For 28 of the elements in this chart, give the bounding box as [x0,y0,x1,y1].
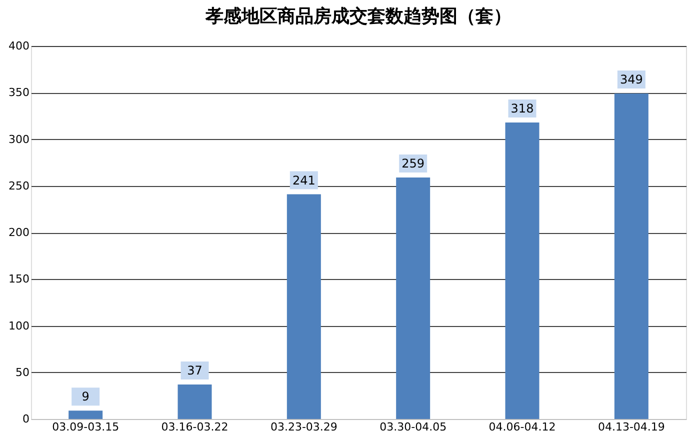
data-label: 349 [620,72,643,87]
y-tick-label: 250 [8,179,30,192]
y-tick-label: 50 [16,366,30,379]
bar [614,94,648,419]
data-label: 9 [82,390,90,404]
x-tick-label: 04.06-04.12 [488,420,556,434]
y-tick-label: 200 [8,226,30,239]
data-label: 241 [292,173,316,188]
bar [505,122,540,419]
data-label: 37 [187,363,202,378]
chart-title: 孝感地区商品房成交套数趋势图（套） [204,6,512,27]
x-tick-label: 03.09-03.15 [52,420,120,434]
y-tick-label: 300 [8,132,30,146]
y-tick-label: 150 [8,272,30,286]
y-tick-label: 0 [22,412,30,426]
x-tick-label: 03.23-03.29 [270,420,338,434]
bar [286,194,321,419]
x-tick-label: 04.13-04.19 [598,420,665,434]
bar [178,384,212,419]
x-tick-label: 03.30-04.05 [380,420,447,434]
bar [396,177,430,419]
y-tick-label: 350 [8,86,30,100]
data-label: 259 [402,156,425,170]
bar [68,410,103,419]
y-tick-label: 100 [8,319,30,332]
x-tick-label: 03.16-03.22 [161,420,228,434]
data-label: 318 [510,101,534,116]
y-tick-label: 400 [8,40,30,52]
